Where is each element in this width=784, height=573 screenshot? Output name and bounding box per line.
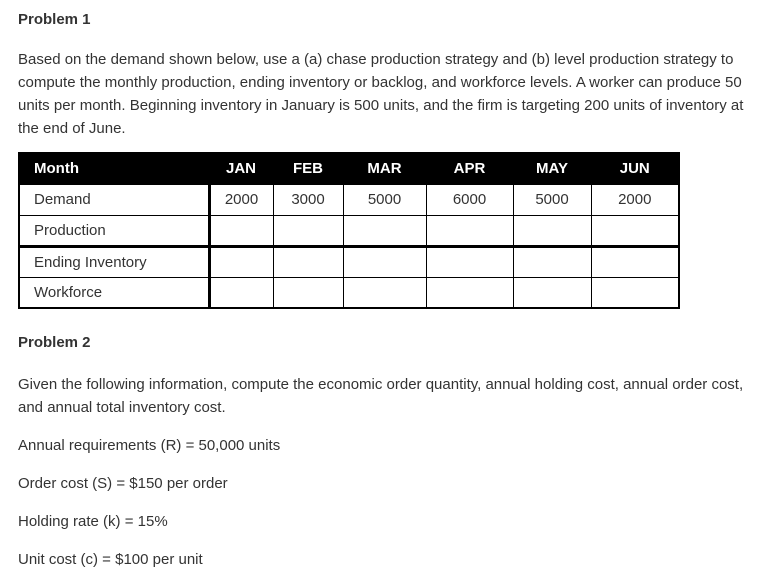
table-cell bbox=[342, 276, 427, 309]
col-header-feb: FEB bbox=[272, 152, 344, 185]
col-header-month: Month bbox=[18, 152, 210, 185]
table-cell bbox=[342, 214, 427, 248]
table-cell bbox=[208, 245, 274, 278]
table-cell bbox=[425, 276, 514, 309]
col-header-jun: JUN bbox=[590, 152, 680, 185]
table-cell bbox=[272, 276, 344, 309]
col-header-mar: MAR bbox=[342, 152, 427, 185]
table-row-demand: Demand 2000 3000 5000 6000 5000 2000 bbox=[18, 183, 680, 216]
demand-table-body: Demand 2000 3000 5000 6000 5000 2000 Production… bbox=[18, 183, 680, 309]
table-cell bbox=[208, 214, 274, 248]
row-label: Workforce bbox=[18, 276, 211, 309]
row-label: Demand bbox=[18, 183, 211, 216]
given-data-line: Unit cost (c) = $100 per unit bbox=[18, 551, 203, 568]
table-row-workforce: Workforce bbox=[18, 276, 680, 309]
problem2-description: Given the following information, compute… bbox=[18, 376, 744, 416]
given-data-line: Annual requirements (R) = 50,000 units bbox=[18, 437, 281, 454]
table-cell bbox=[590, 245, 680, 278]
table-cell bbox=[272, 214, 344, 248]
table-cell: 5000 bbox=[512, 183, 592, 216]
demand-table: Month JAN FEB MAR APR MAY JUN Demand 2000 3000 50… bbox=[18, 152, 680, 309]
table-cell bbox=[425, 245, 514, 278]
col-header-may: MAY bbox=[512, 152, 592, 185]
problem1-description: Based on the demand shown below, use a (… bbox=[18, 51, 744, 137]
table-cell bbox=[208, 276, 274, 309]
problem1-title: Problem 1 bbox=[18, 11, 91, 28]
col-header-jan: JAN bbox=[208, 152, 274, 185]
given-data-list: Annual requirements (R) = 50,000 units Or… bbox=[18, 434, 766, 571]
table-cell bbox=[512, 245, 592, 278]
table-cell: 2000 bbox=[208, 183, 274, 216]
col-header-apr: APR bbox=[425, 152, 514, 185]
given-data-line: Holding rate (k) = 15% bbox=[18, 513, 168, 530]
problem2-title: Problem 2 bbox=[18, 334, 91, 351]
table-cell: 5000 bbox=[342, 183, 427, 216]
table-cell: 2000 bbox=[590, 183, 680, 216]
table-cell bbox=[590, 276, 680, 309]
table-row-production: Production bbox=[18, 214, 680, 248]
table-cell bbox=[590, 214, 680, 248]
table-cell bbox=[272, 245, 344, 278]
table-cell: 6000 bbox=[425, 183, 514, 216]
row-label: Production bbox=[18, 214, 211, 248]
table-header-row: Month JAN FEB MAR APR MAY JUN bbox=[18, 152, 680, 185]
given-data-line: Order cost (S) = $150 per order bbox=[18, 475, 228, 492]
table-cell bbox=[512, 276, 592, 309]
table-cell bbox=[342, 245, 427, 278]
table-cell bbox=[512, 214, 592, 248]
table-cell bbox=[425, 214, 514, 248]
table-cell: 3000 bbox=[272, 183, 344, 216]
table-row-ending-inventory: Ending Inventory bbox=[18, 245, 680, 278]
row-label: Ending Inventory bbox=[18, 245, 211, 278]
